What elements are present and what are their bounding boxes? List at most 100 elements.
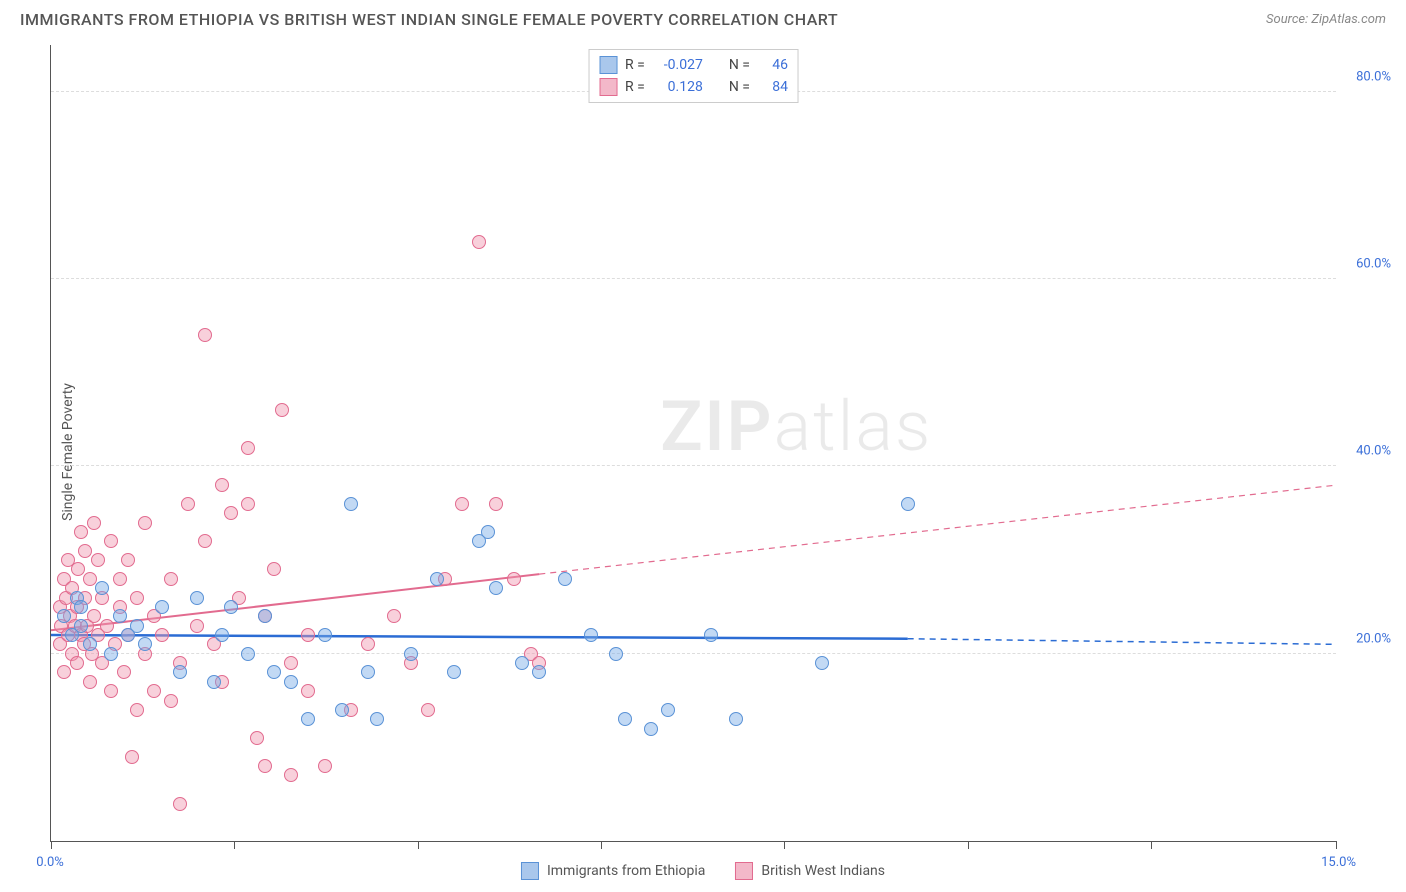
- gridline: [51, 465, 1336, 466]
- scatter-point-bwi: [130, 703, 144, 717]
- source-attribution: Source: ZipAtlas.com: [1266, 12, 1386, 27]
- scatter-point-bwi: [507, 572, 521, 586]
- legend-series: Immigrants from Ethiopia British West Ind…: [521, 862, 885, 880]
- scatter-point-ethiopia: [83, 637, 97, 651]
- trendline-dashed-bwi: [539, 485, 1336, 574]
- scatter-point-bwi: [155, 628, 169, 642]
- scatter-point-ethiopia: [430, 572, 444, 586]
- y-tick-label: 80.0%: [1356, 69, 1391, 84]
- scatter-point-ethiopia: [815, 656, 829, 670]
- x-tick: [1151, 841, 1152, 849]
- scatter-point-bwi: [250, 731, 264, 745]
- scatter-point-bwi: [70, 656, 84, 670]
- r-value-bwi: 0.128: [653, 79, 703, 95]
- scatter-point-ethiopia: [173, 665, 187, 679]
- scatter-point-ethiopia: [138, 637, 152, 651]
- scatter-point-ethiopia: [74, 600, 88, 614]
- x-tick: [418, 841, 419, 849]
- scatter-point-ethiopia: [609, 647, 623, 661]
- n-value-ethiopia: 46: [758, 57, 788, 73]
- scatter-point-ethiopia: [113, 609, 127, 623]
- scatter-point-bwi: [78, 544, 92, 558]
- y-tick-label: 40.0%: [1356, 444, 1391, 459]
- scatter-point-bwi: [130, 591, 144, 605]
- scatter-point-bwi: [91, 553, 105, 567]
- plot-area: ZIPatlas R =-0.027N =46R =0.128N =84 20.…: [50, 45, 1336, 842]
- y-tick-label: 60.0%: [1356, 257, 1391, 272]
- scatter-point-bwi: [489, 497, 503, 511]
- y-tick-label: 20.0%: [1356, 631, 1391, 646]
- scatter-point-bwi: [83, 675, 97, 689]
- x-tick: [968, 841, 969, 849]
- legend-swatch-bwi: [599, 78, 617, 96]
- r-value-ethiopia: -0.027: [653, 57, 703, 73]
- scatter-point-bwi: [258, 759, 272, 773]
- legend-swatch-bwi: [735, 862, 753, 880]
- scatter-point-bwi: [421, 703, 435, 717]
- gridline: [51, 278, 1336, 279]
- scatter-point-bwi: [190, 619, 204, 633]
- scatter-point-ethiopia: [104, 647, 118, 661]
- scatter-point-ethiopia: [532, 665, 546, 679]
- scatter-point-ethiopia: [155, 600, 169, 614]
- x-tick: [51, 841, 52, 849]
- scatter-point-bwi: [57, 665, 71, 679]
- x-tick: [234, 841, 235, 849]
- scatter-point-ethiopia: [241, 647, 255, 661]
- scatter-point-bwi: [181, 497, 195, 511]
- scatter-point-ethiopia: [224, 600, 238, 614]
- scatter-point-ethiopia: [301, 712, 315, 726]
- scatter-point-ethiopia: [661, 703, 675, 717]
- scatter-point-ethiopia: [361, 665, 375, 679]
- scatter-point-ethiopia: [344, 497, 358, 511]
- legend-item-bwi: British West Indians: [735, 862, 885, 880]
- scatter-point-bwi: [100, 619, 114, 633]
- scatter-point-ethiopia: [335, 703, 349, 717]
- scatter-point-bwi: [74, 525, 88, 539]
- scatter-point-bwi: [117, 665, 131, 679]
- scatter-point-bwi: [275, 403, 289, 417]
- scatter-point-bwi: [241, 497, 255, 511]
- trendline-dashed-ethiopia: [908, 639, 1336, 645]
- x-tick: [784, 841, 785, 849]
- scatter-point-ethiopia: [258, 609, 272, 623]
- scatter-point-bwi: [125, 750, 139, 764]
- scatter-point-bwi: [387, 609, 401, 623]
- scatter-point-ethiopia: [447, 665, 461, 679]
- scatter-point-ethiopia: [284, 675, 298, 689]
- scatter-point-ethiopia: [489, 581, 503, 595]
- scatter-point-bwi: [241, 441, 255, 455]
- r-label: R =: [625, 57, 645, 73]
- scatter-point-bwi: [104, 684, 118, 698]
- scatter-point-ethiopia: [515, 656, 529, 670]
- scatter-point-bwi: [121, 553, 135, 567]
- x-tick: [1336, 841, 1337, 849]
- scatter-point-bwi: [164, 572, 178, 586]
- scatter-point-bwi: [173, 797, 187, 811]
- legend-correlation-box: R =-0.027N =46R =0.128N =84: [588, 49, 799, 103]
- scatter-point-bwi: [455, 497, 469, 511]
- legend-swatch-ethiopia: [521, 862, 539, 880]
- scatter-point-bwi: [198, 328, 212, 342]
- scatter-point-ethiopia: [207, 675, 221, 689]
- scatter-point-ethiopia: [74, 619, 88, 633]
- x-axis-min-label: 0.0%: [36, 855, 64, 870]
- scatter-point-ethiopia: [190, 591, 204, 605]
- legend-stat-row-bwi: R =0.128N =84: [599, 76, 788, 98]
- scatter-point-bwi: [472, 235, 486, 249]
- scatter-point-ethiopia: [370, 712, 384, 726]
- scatter-point-bwi: [301, 628, 315, 642]
- scatter-point-bwi: [267, 562, 281, 576]
- scatter-point-bwi: [301, 684, 315, 698]
- x-axis-max-label: 15.0%: [1321, 855, 1356, 870]
- scatter-point-bwi: [138, 516, 152, 530]
- scatter-point-ethiopia: [481, 525, 495, 539]
- legend-label-ethiopia: Immigrants from Ethiopia: [547, 863, 705, 879]
- scatter-point-bwi: [147, 684, 161, 698]
- scatter-point-ethiopia: [130, 619, 144, 633]
- scatter-point-ethiopia: [267, 665, 281, 679]
- legend-swatch-ethiopia: [599, 56, 617, 74]
- scatter-point-ethiopia: [215, 628, 229, 642]
- legend-item-ethiopia: Immigrants from Ethiopia: [521, 862, 705, 880]
- r-label: R =: [625, 79, 645, 95]
